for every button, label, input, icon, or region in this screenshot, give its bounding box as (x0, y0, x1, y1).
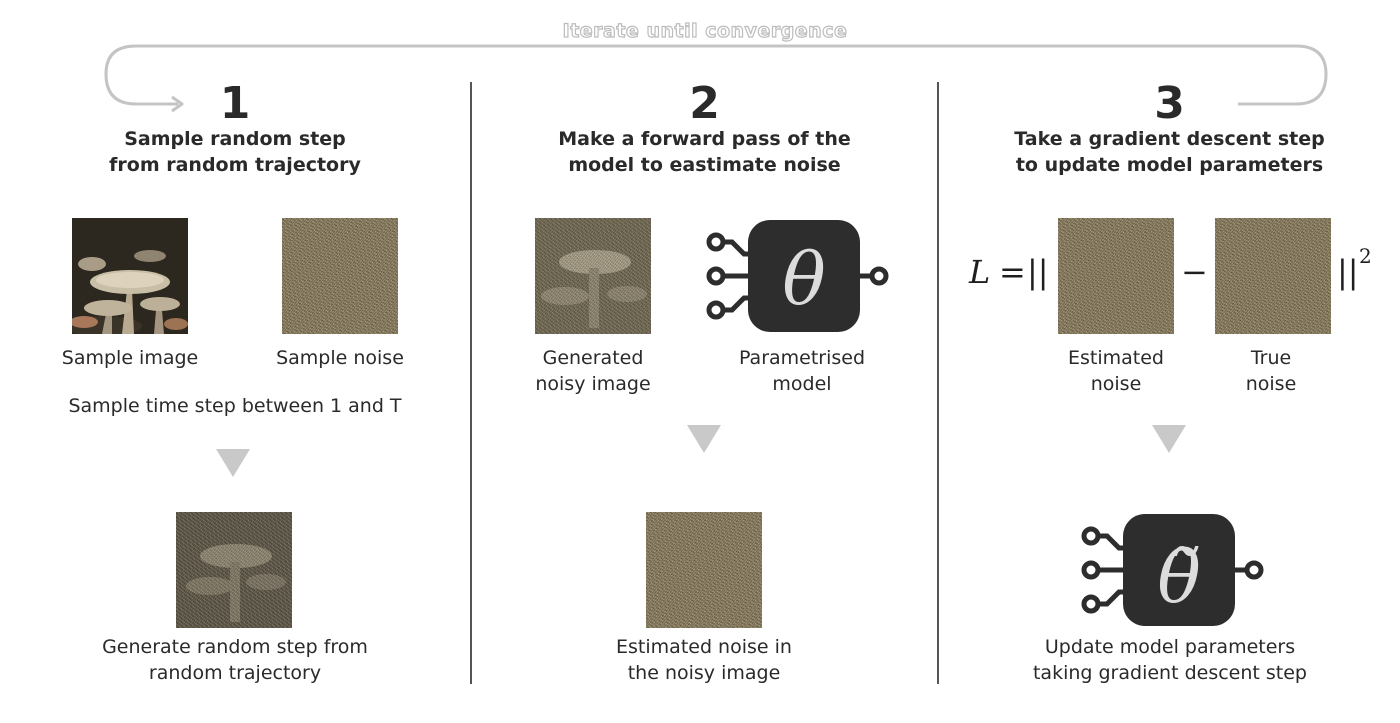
norm-open: || (1027, 253, 1049, 291)
step-2-column: 2 Make a forward pass of the model to ea… (472, 0, 937, 723)
caption-line: noise (1090, 373, 1142, 395)
estimated-noise-caption: Estimated noise (1021, 345, 1211, 397)
noisy-image-caption: Generated noisy image (503, 345, 683, 397)
caption-line: model (772, 373, 832, 395)
model-caption: Parametrised model (712, 345, 892, 397)
step-title: Sample random step from random trajector… (0, 126, 470, 178)
step-1-column: 1 Sample random step from random traject… (0, 0, 470, 723)
step-2-result-caption: Estimated noise in the noisy image (509, 634, 899, 686)
down-arrow-icon (687, 425, 721, 453)
column-divider (937, 82, 939, 684)
circuit-chip-icon: θ (706, 220, 889, 332)
step-number: 3 (1154, 78, 1185, 129)
equals-sign: = (999, 253, 1026, 291)
loop-label: Iterate until convergence (562, 19, 848, 42)
down-arrow-icon (216, 449, 250, 477)
sample-noise (282, 218, 398, 334)
circuit-chip-icon: θ̃ (1081, 514, 1264, 626)
caption-line: Update model parameters (1044, 636, 1296, 658)
step-number: 1 (219, 78, 251, 129)
estimated-noise-image (646, 512, 762, 628)
sample-noise-caption: Sample noise (276, 347, 404, 369)
time-step-caption: Sample time step between 1 and T (68, 395, 402, 417)
caption-line: Estimated (1068, 347, 1164, 369)
estimated-noise-tile (1058, 218, 1174, 334)
step-3-column: 3 Take a gradient descent step to update… (939, 0, 1400, 723)
caption-line: taking gradient descent step (1032, 662, 1307, 684)
noisy-image (535, 218, 651, 334)
step-1-result-caption: Generate random step from random traject… (40, 634, 430, 686)
down-arrow-icon (1152, 425, 1186, 453)
theta-symbol: θ (782, 237, 825, 321)
step-title: Make a forward pass of the model to east… (472, 126, 937, 178)
step-title: Take a gradient descent step to update m… (939, 126, 1400, 178)
step-title-line: Make a forward pass of the (558, 128, 851, 150)
caption-line: Generated (542, 347, 644, 369)
step-3-result-caption: Update model parameters taking gradient … (965, 634, 1375, 686)
true-noise-tile (1215, 218, 1331, 334)
caption-line: random trajectory (148, 662, 322, 684)
caption-line: True (1250, 347, 1292, 369)
norm-close: || (1337, 253, 1359, 291)
step-title-line: from random trajectory (109, 154, 361, 176)
caption-line: noisy image (535, 373, 651, 395)
loss-symbol: L (969, 253, 991, 291)
caption-line: Estimated noise in (616, 636, 792, 658)
random-step-image (176, 512, 292, 628)
noisy-mushroom-image (176, 512, 292, 628)
sample-image-caption: Sample image (61, 347, 199, 369)
mushroom-image (72, 218, 188, 334)
caption-line: Generate random step from (102, 636, 368, 658)
caption-line: noise (1245, 373, 1297, 395)
step-title-line: to update model parameters (1015, 154, 1324, 176)
true-noise-caption: True noise (1181, 345, 1361, 397)
sample-image (72, 218, 188, 334)
minus-sign: − (1181, 253, 1208, 291)
norm-exponent: 2 (1359, 244, 1372, 268)
step-title-line: Sample random step (124, 128, 346, 150)
caption-line: the noisy image (627, 662, 781, 684)
step-title-line: Take a gradient descent step (1014, 128, 1325, 150)
step-title-line: model to eastimate noise (568, 154, 841, 176)
step-number: 2 (689, 78, 720, 129)
column-divider (470, 82, 472, 684)
theta-tilde-symbol: θ̃ (1157, 535, 1200, 619)
noisy-mushroom-image (535, 218, 651, 334)
caption-line: Parametrised (738, 347, 866, 369)
